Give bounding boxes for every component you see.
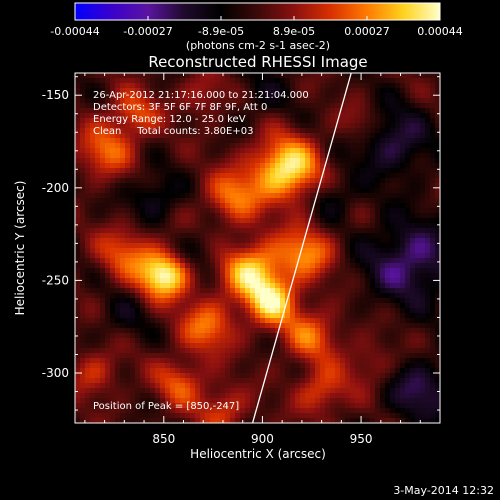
x-axis-ticks: 850 900 950 xyxy=(84,73,441,446)
x-tick-label: 950 xyxy=(350,432,373,446)
annotation-clean-counts: Clean Total counts: 3.80E+03 xyxy=(93,126,253,137)
colorbar xyxy=(74,2,441,21)
y-axis-ticks: -150 -200 -250 -300 xyxy=(42,76,440,411)
colorbar-ticks: -0.00044 -0.00027 -8.9e-05 8.9e-05 0.00027 0.… xyxy=(50,16,463,38)
plot-frame xyxy=(74,72,441,424)
y-axis-label: Heliocentric Y (arcsec) xyxy=(13,181,27,316)
y-tick-label: -150 xyxy=(42,88,69,102)
y-tick-label: -250 xyxy=(42,273,69,287)
x-axis-label: Heliocentric X (arcsec) xyxy=(190,447,326,461)
colorbar-tick-label: 0.00044 xyxy=(417,25,463,38)
colorbar-tick-label: -0.00027 xyxy=(123,25,172,38)
peak-position-label: Position of Peak = [850,-247] xyxy=(93,401,239,412)
x-tick-label: 900 xyxy=(251,432,274,446)
y-tick-label: -300 xyxy=(42,366,69,380)
colorbar-tick-label: -8.9e-05 xyxy=(198,25,244,38)
colorbar-tick-label: 0.00027 xyxy=(344,25,390,38)
y-tick-label: -200 xyxy=(42,181,69,195)
annotation-detectors: Detectors: 3F 5F 6F 7F 8F 9F, Att 0 xyxy=(93,102,267,113)
x-tick-label: 850 xyxy=(152,432,175,446)
heatmap-image xyxy=(75,73,440,423)
colorbar-tick-label: 8.9e-05 xyxy=(273,25,315,38)
annotation-energy-range: Energy Range: 12.0 - 25.0 keV xyxy=(93,114,246,125)
footer-timestamp: 3-May-2014 12:32 xyxy=(393,484,494,497)
solar-limb-line xyxy=(251,73,352,423)
annotation-time-range: 26-Apr-2012 21:17:16.000 to 21:21:04.000 xyxy=(93,90,309,101)
colorbar-label: (photons cm-2 s-1 asec-2) xyxy=(186,39,330,52)
chart-title: Reconstructed RHESSI Image xyxy=(148,53,367,71)
colorbar-tick-label: -0.00044 xyxy=(50,25,99,38)
